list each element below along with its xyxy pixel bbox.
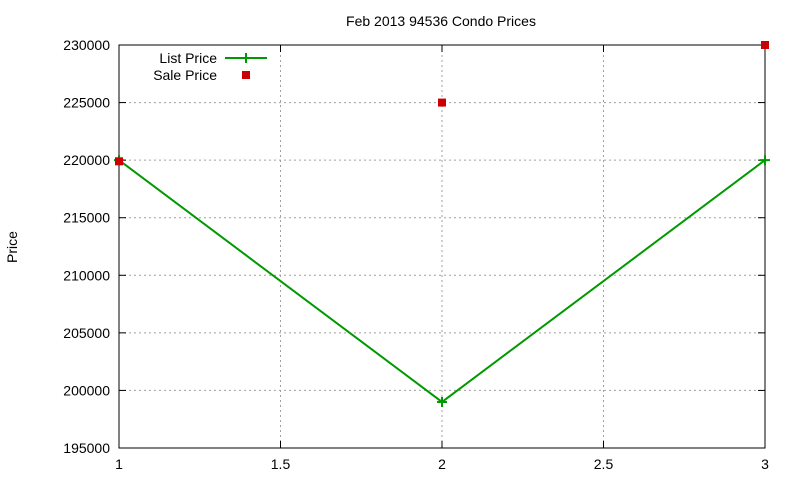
y-tick-label: 230000 (63, 37, 110, 53)
x-tick-label: 3 (761, 456, 769, 472)
list-price-point (437, 396, 447, 407)
x-tick-label: 2.5 (594, 456, 614, 472)
axis-ticks: 1 1.5 2 2.5 3 195000 200000 205000 210000 215000 2… (63, 37, 769, 472)
y-tick-label: 225000 (63, 95, 110, 111)
legend-swatch-marker (242, 71, 250, 79)
y-tick-label: 195000 (63, 440, 110, 456)
y-tick-label: 220000 (63, 152, 110, 168)
x-tick-label: 1 (115, 456, 123, 472)
legend-label: List Price (159, 50, 217, 66)
data-series (114, 41, 770, 407)
y-tick-label: 215000 (63, 210, 110, 226)
series-sale-price (115, 41, 769, 166)
y-tick-label: 205000 (63, 325, 110, 341)
list-price-point (760, 155, 770, 166)
legend-swatch-marker (241, 53, 251, 63)
grid-lines (119, 45, 765, 448)
sale-price-point (761, 41, 769, 49)
x-tick-label: 2 (438, 456, 446, 472)
sale-price-point (438, 98, 446, 107)
sale-price-point (115, 157, 123, 166)
chart-title: Feb 2013 94536 Condo Prices (346, 13, 536, 29)
y-tick-label: 210000 (63, 267, 110, 283)
x-tick-label: 1.5 (271, 456, 291, 472)
y-axis-label: Price (4, 231, 20, 263)
y-tick-label: 200000 (63, 382, 110, 398)
legend-label: Sale Price (153, 67, 217, 83)
